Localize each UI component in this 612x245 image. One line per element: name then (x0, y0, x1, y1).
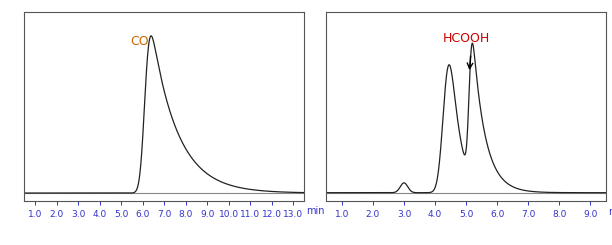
Text: CO: CO (130, 36, 149, 49)
Text: HCOOH: HCOOH (442, 32, 490, 45)
Text: min: min (306, 206, 324, 216)
Text: min: min (608, 207, 612, 217)
